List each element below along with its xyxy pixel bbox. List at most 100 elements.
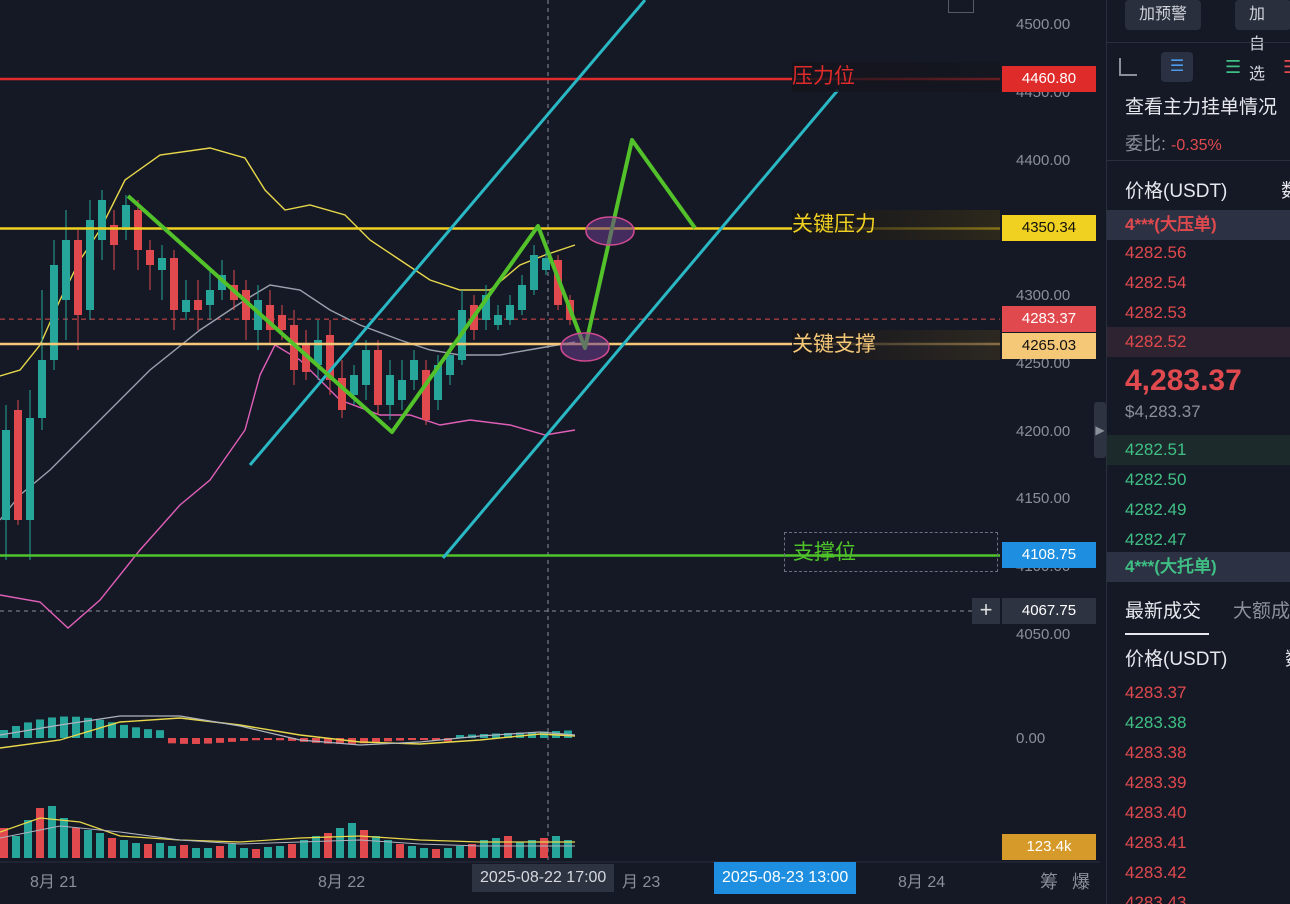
macd-zero-label: 0.00 [1016,730,1046,747]
candle-body [422,370,430,420]
volume-bar [564,840,572,858]
macd-bar [276,738,284,741]
middle-band-line [0,284,576,521]
candle-body [398,380,406,400]
resistance-price-tag: 4460.80 [1002,66,1096,92]
macd-bar [360,738,368,744]
macd-bar [228,738,236,742]
candle-body [506,305,514,320]
bid-row[interactable]: 4282.50 [1125,470,1187,489]
price-axis-label: 4500.00 [1016,16,1071,33]
macd-bar [336,738,344,744]
book-bid-icon[interactable]: ☰ [1225,57,1242,77]
key-resistance-price-tag: 4350.34 [1002,215,1096,241]
volume-bar [216,846,224,858]
macd-bar [192,738,200,744]
ask-row[interactable]: 4282.56 [1125,243,1187,262]
tab-large-trades[interactable]: 大额成 [1233,601,1290,622]
trade-row: 4283.38 [1125,713,1187,732]
chip-icon[interactable]: 筹 [1040,872,1058,892]
book-both-icon[interactable]: ☰ [1161,52,1193,82]
macd-bar [216,738,224,743]
candle-body [158,258,166,270]
volume-bar [372,836,380,858]
volume-bar [12,836,20,858]
add-alert-button[interactable]: 加预警 [1125,0,1202,30]
last-price-usd: $4,283.37 [1125,402,1201,421]
macd-bar [408,738,416,741]
add-favorite-button[interactable]: 加自选 [1235,0,1290,83]
book-ask-icon[interactable]: ☰ [1283,52,1290,82]
candle-body [38,360,46,418]
volume-bar [396,844,404,858]
candle-body [530,255,538,290]
fullscreen-icon[interactable] [948,0,974,13]
volume-bar [72,828,80,858]
ask-row[interactable]: 4282.52 [1107,327,1290,357]
trade-row: 4283.39 [1125,773,1187,792]
volume-bar [312,836,320,858]
macd-bar [432,738,440,741]
candle-body [2,430,10,520]
key-resistance-label: 关键压力 [792,210,1000,240]
volume-bar [480,840,488,858]
candle-body [62,240,70,300]
bid-row[interactable]: 4282.51 [1107,435,1290,465]
trade-row: 4283.41 [1125,833,1187,852]
candlestick-chart[interactable] [0,0,1100,904]
volume-bar [540,838,548,858]
chart-area[interactable]: 4500.004450.004400.004350.004300.004250.… [0,0,1106,904]
candle-body [494,315,502,325]
macd-bar [504,733,512,738]
crosshair-plus-icon[interactable]: + [972,598,1000,624]
macd-bar [240,738,248,741]
volume-bar [24,820,32,858]
macd-bar [492,733,500,738]
volume-bar [528,840,536,858]
volume-bar [264,847,272,858]
candle-body [374,350,382,405]
candle-body [278,315,286,330]
volume-ma-line [0,817,575,843]
expand-icon[interactable] [1119,58,1137,76]
candle-body [98,200,106,240]
side-panel-toggle[interactable]: ▶ [1094,402,1106,458]
trades-price-header: 价格(USDT) [1125,649,1228,670]
volume-bar [108,838,116,858]
trade-row: 4283.43 [1125,893,1187,904]
bid-row[interactable]: 4282.49 [1125,500,1187,519]
orderbook-link[interactable]: 查看主力挂单情况 [1125,97,1278,118]
ask-row[interactable]: 4282.53 [1125,303,1187,322]
last-price: 4,283.37 [1125,364,1242,397]
price-axis-label: 4400.00 [1016,152,1071,169]
macd-signal-line [0,717,576,749]
tab-latest-trades[interactable]: 最新成交 [1125,601,1202,622]
ask-row[interactable]: 4282.54 [1125,273,1187,292]
volume-bar [300,840,308,858]
macd-bar [84,717,92,738]
volume-bar [48,806,56,858]
candle-body [86,220,94,310]
target-ellipse-bottom [560,332,610,362]
trade-row: 4283.37 [1125,683,1187,702]
volume-bar [552,836,560,858]
burst-icon[interactable]: 爆 [1072,872,1090,892]
macd-bar [168,738,176,744]
macd-bar [108,722,116,738]
macd-bar [204,738,212,744]
resistance-label: 压力位 [792,62,1000,92]
x-label-aug22: 8月 22 [318,874,366,891]
big-bid-row[interactable]: 4***(大托单) [1107,552,1290,582]
bid-row[interactable]: 4282.47 [1125,530,1187,549]
candle-body [26,418,34,520]
channel-upper-line [248,0,647,466]
macd-bar [252,738,260,741]
trade-row: 4283.40 [1125,803,1187,822]
volume-bar [360,830,368,858]
volume-bar [156,843,164,858]
candle-body [302,345,310,372]
candle-body [50,265,58,360]
price-axis-label: 4150.00 [1016,490,1071,507]
big-ask-row[interactable]: 4***(大压单) [1107,210,1290,240]
x-label-aug21: 8月 21 [30,874,78,891]
